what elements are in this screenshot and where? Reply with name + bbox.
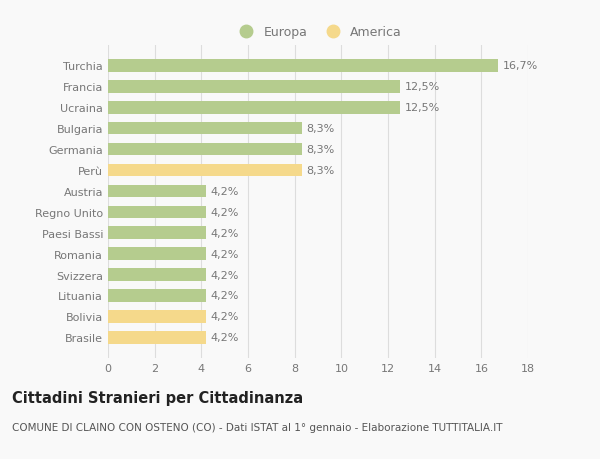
Text: 8,3%: 8,3% [307, 166, 335, 176]
Text: 16,7%: 16,7% [502, 62, 538, 71]
Bar [108, 269, 206, 281]
Text: 4,2%: 4,2% [211, 207, 239, 218]
Bar [108, 123, 302, 135]
Text: 4,2%: 4,2% [211, 333, 239, 342]
Text: COMUNE DI CLAINO CON OSTENO (CO) - Dati ISTAT al 1° gennaio - Elaborazione TUTTI: COMUNE DI CLAINO CON OSTENO (CO) - Dati … [12, 422, 503, 432]
Bar [108, 310, 206, 323]
Bar [108, 164, 302, 177]
Text: 4,2%: 4,2% [211, 291, 239, 301]
Text: 8,3%: 8,3% [307, 145, 335, 155]
Bar [108, 185, 206, 198]
Text: 4,2%: 4,2% [211, 270, 239, 280]
Bar [108, 206, 206, 218]
Text: 4,2%: 4,2% [211, 228, 239, 238]
Bar [108, 290, 206, 302]
Legend: Europa, America: Europa, America [229, 21, 407, 44]
Bar [108, 102, 400, 114]
Text: 12,5%: 12,5% [404, 82, 440, 92]
Bar [108, 331, 206, 344]
Bar [108, 227, 206, 240]
Text: 8,3%: 8,3% [307, 124, 335, 134]
Bar [108, 248, 206, 260]
Bar [108, 144, 302, 156]
Text: Cittadini Stranieri per Cittadinanza: Cittadini Stranieri per Cittadinanza [12, 390, 303, 405]
Bar [108, 81, 400, 94]
Text: 4,2%: 4,2% [211, 249, 239, 259]
Text: 12,5%: 12,5% [404, 103, 440, 113]
Text: 4,2%: 4,2% [211, 186, 239, 196]
Bar [108, 60, 497, 73]
Text: 4,2%: 4,2% [211, 312, 239, 322]
